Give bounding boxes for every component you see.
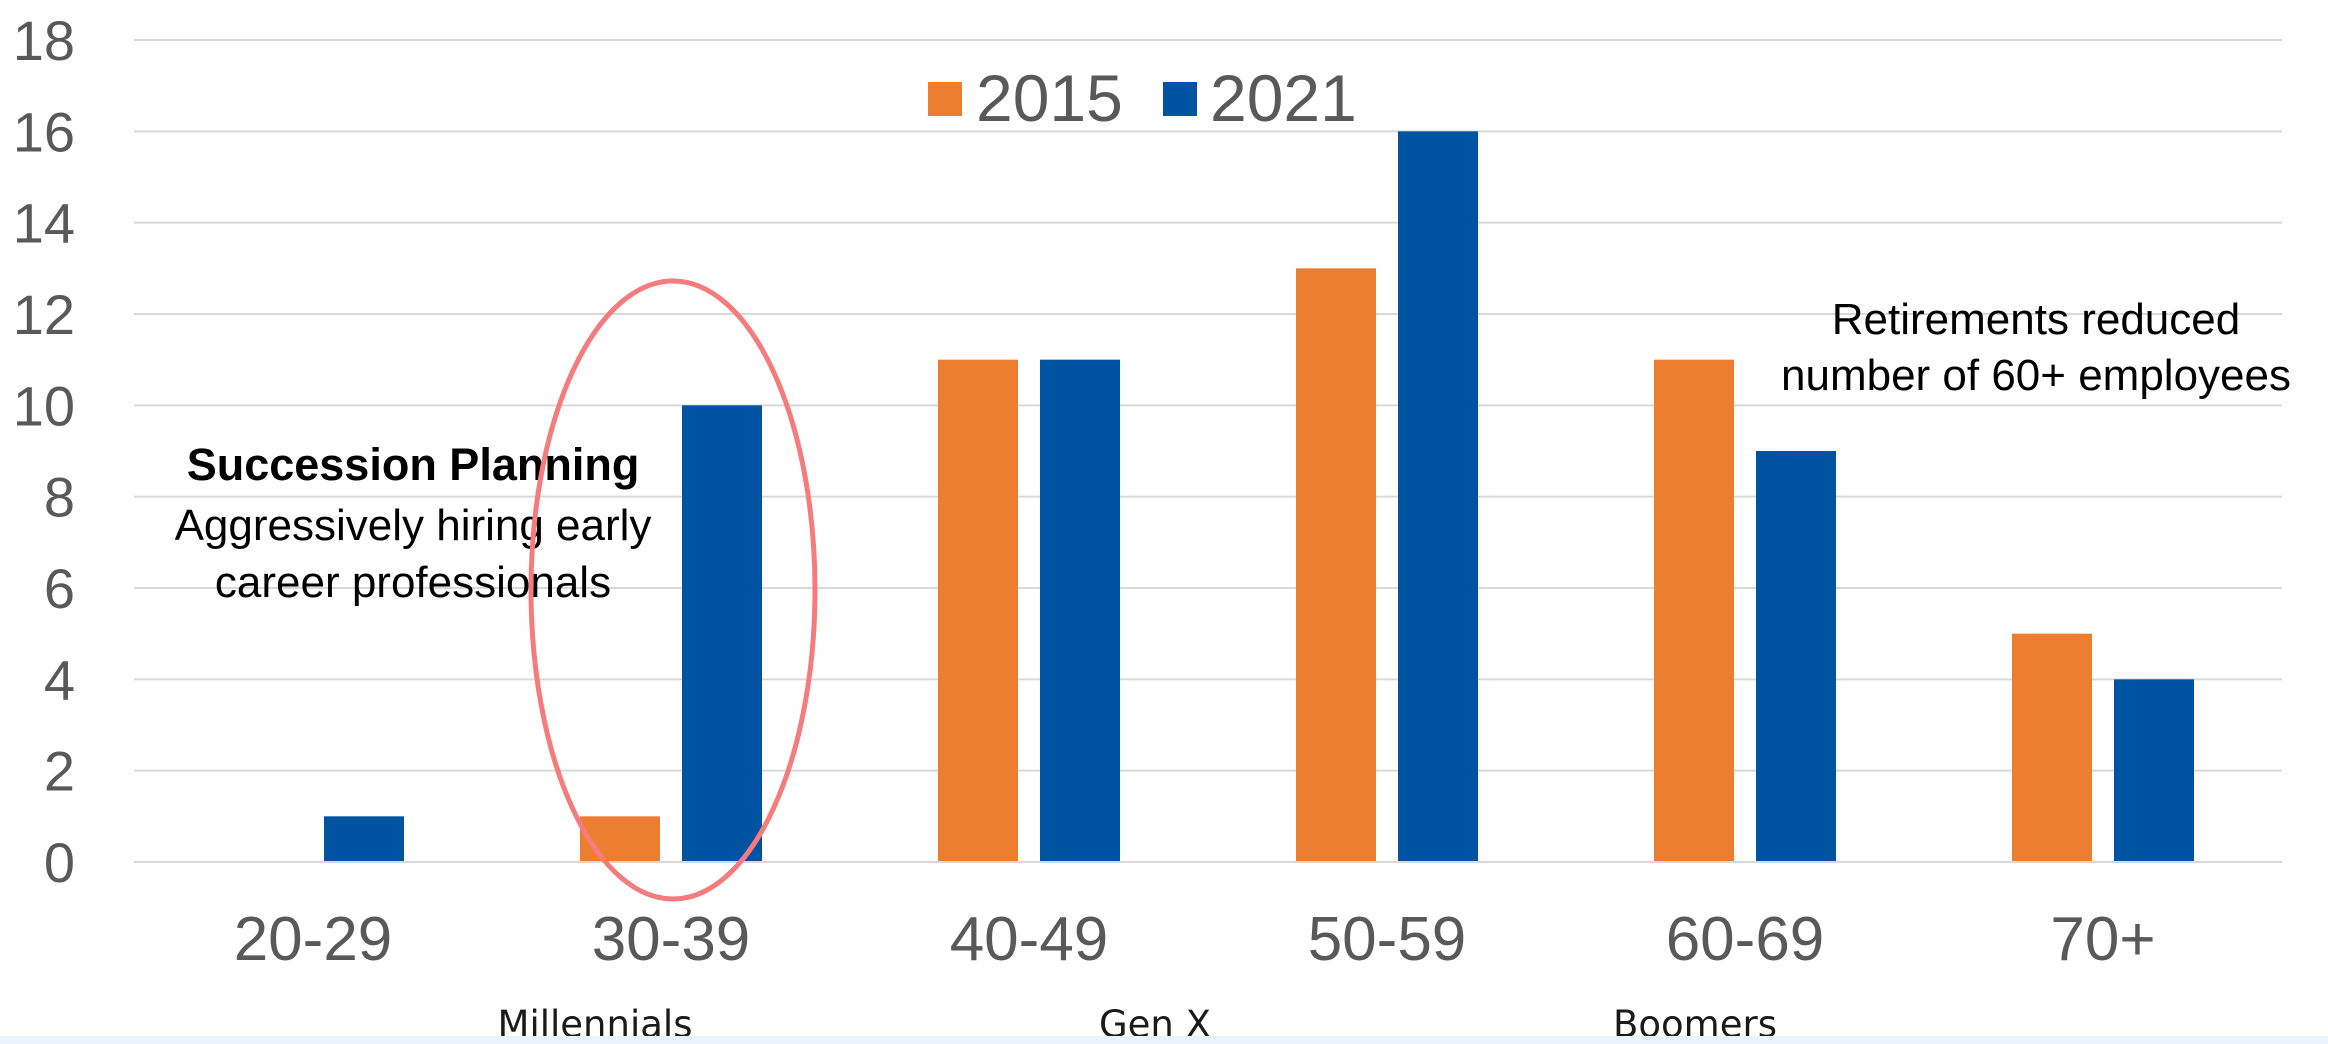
x-category-label: 70+ bbox=[2050, 905, 2155, 974]
bar-2015-60-69 bbox=[1654, 359, 1734, 862]
x-axis-labels: 20-29 30-39 40-49 50-59 60-69 70+ bbox=[234, 905, 2156, 974]
bars bbox=[134, 131, 2282, 863]
bar-2021-50-59 bbox=[1398, 131, 1478, 863]
y-axis-ticks: 0 2 4 6 8 10 12 14 16 18 bbox=[13, 9, 75, 894]
y-tick-label: 10 bbox=[13, 374, 75, 437]
y-tick-label: 12 bbox=[13, 283, 75, 346]
bar-2015-40-49 bbox=[938, 359, 1018, 862]
y-tick-label: 18 bbox=[13, 9, 75, 72]
retirement-annotation: Retirements reduced number of 60+ employ… bbox=[1781, 295, 2291, 400]
bar-2015-30-39 bbox=[580, 816, 660, 862]
x-category-label: 20-29 bbox=[234, 905, 393, 974]
bar-2015-50-59 bbox=[1296, 268, 1376, 862]
legend-swatch-2015 bbox=[928, 82, 962, 116]
bar-2021-30-39 bbox=[682, 405, 762, 862]
bottom-band bbox=[0, 1036, 2328, 1044]
bar-2015-70+ bbox=[2012, 633, 2092, 862]
retirement-line-1: Retirements reduced bbox=[1832, 295, 2240, 344]
succession-annotation: Succession Planning Aggressively hiring … bbox=[175, 439, 652, 607]
y-tick-label: 6 bbox=[44, 557, 75, 620]
bar-2021-40-49 bbox=[1040, 359, 1120, 862]
legend-swatch-2021 bbox=[1163, 82, 1197, 116]
succession-line-2: career professionals bbox=[215, 558, 611, 607]
x-category-label: 30-39 bbox=[592, 905, 751, 974]
x-category-label: 50-59 bbox=[1308, 905, 1467, 974]
x-category-label: 40-49 bbox=[950, 905, 1109, 974]
y-tick-label: 8 bbox=[44, 466, 75, 529]
y-tick-label: 14 bbox=[13, 192, 75, 255]
succession-line-1: Aggressively hiring early bbox=[175, 501, 652, 550]
x-category-label: 60-69 bbox=[1666, 905, 1825, 974]
bar-2021-20-29 bbox=[324, 816, 404, 862]
legend: 2015 2021 bbox=[928, 61, 1357, 135]
y-tick-label: 2 bbox=[44, 740, 75, 803]
legend-label-2015: 2015 bbox=[976, 61, 1123, 135]
gridlines bbox=[134, 39, 2282, 863]
y-tick-label: 4 bbox=[44, 648, 75, 711]
highlight-ellipse bbox=[528, 278, 818, 902]
succession-title: Succession Planning bbox=[187, 439, 640, 490]
bar-2021-70+ bbox=[2114, 679, 2194, 862]
y-tick-label: 0 bbox=[44, 831, 75, 894]
retirement-line-2: number of 60+ employees bbox=[1781, 351, 2291, 400]
y-tick-label: 16 bbox=[13, 100, 75, 163]
legend-label-2021: 2021 bbox=[1210, 61, 1357, 135]
bar-2021-60-69 bbox=[1756, 451, 1836, 862]
